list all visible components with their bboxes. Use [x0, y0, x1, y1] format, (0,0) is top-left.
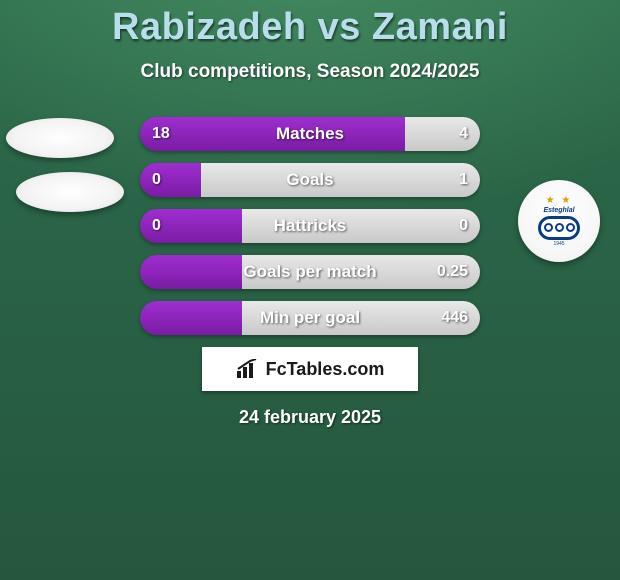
stat-bar-right — [242, 209, 480, 243]
page-title: Rabizadeh vs Zamani — [0, 0, 620, 49]
brand-text: FcTables.com — [266, 359, 385, 380]
stat-bar-right — [201, 163, 480, 197]
stat-row: Hattricks00 — [140, 209, 480, 243]
stat-bar-track — [140, 163, 480, 197]
brand-plate: FcTables.com — [202, 347, 418, 391]
bar-chart-icon — [236, 359, 260, 379]
stat-row: Goals per match0.25 — [140, 255, 480, 289]
stat-row: Matches184 — [140, 117, 480, 151]
stat-row: Min per goal446 — [140, 301, 480, 335]
stat-bar-track — [140, 117, 480, 151]
stat-bar-track — [140, 301, 480, 335]
stats-comparison: Matches184 Goals01 Hattricks00 Goals per ma… — [70, 117, 550, 335]
stat-bar-left — [140, 301, 242, 335]
stat-bar-left — [140, 255, 242, 289]
comparison-infographic: Rabizadeh vs Zamani Club competitions, S… — [0, 0, 620, 580]
stat-bar-left — [140, 209, 242, 243]
stat-bar-left — [140, 163, 201, 197]
stat-bar-right — [242, 255, 480, 289]
club-year-label: 1945 — [553, 241, 564, 247]
stat-bar-right — [242, 301, 480, 335]
stat-bar-track — [140, 209, 480, 243]
stat-bar-left — [140, 117, 405, 151]
date-label: 24 february 2025 — [0, 407, 620, 428]
stat-bar-right — [405, 117, 480, 151]
page-subtitle: Club competitions, Season 2024/2025 — [0, 61, 620, 83]
stat-bar-track — [140, 255, 480, 289]
stat-row: Goals01 — [140, 163, 480, 197]
